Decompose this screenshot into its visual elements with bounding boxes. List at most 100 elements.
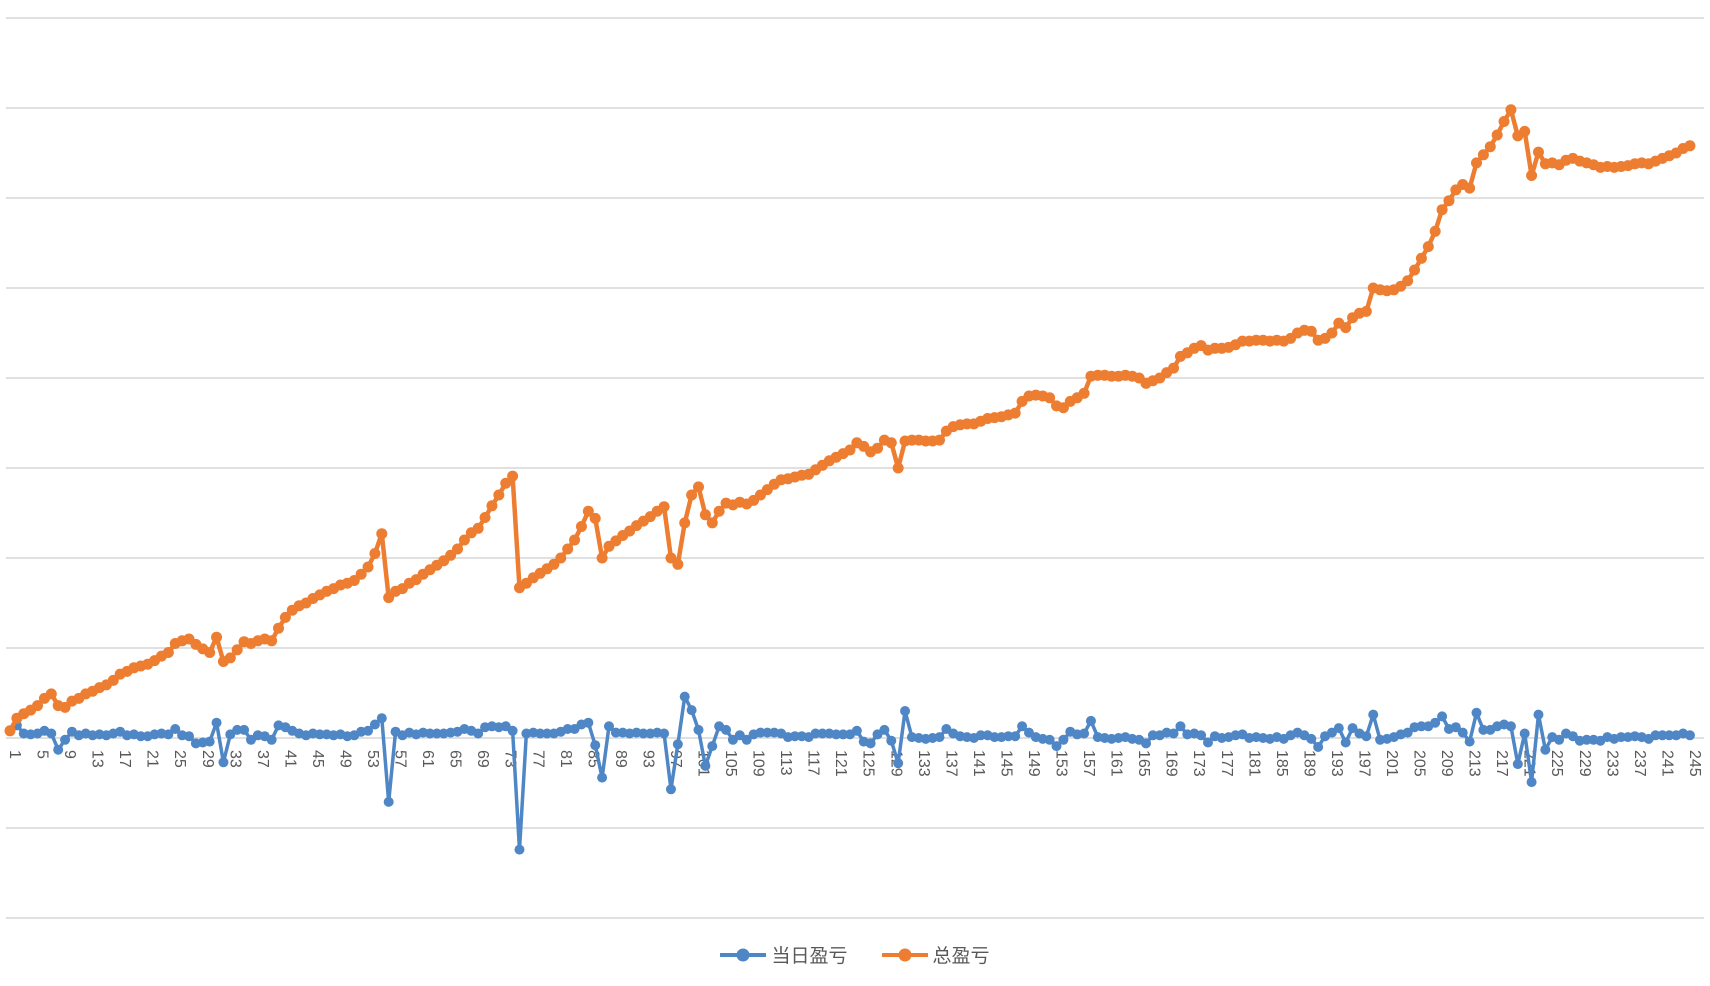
series-daily-marker: [218, 757, 229, 768]
series-total-marker: [1532, 146, 1544, 158]
series-daily-marker: [1196, 730, 1207, 741]
series-daily-marker: [1058, 734, 1069, 745]
series-daily-marker: [975, 730, 986, 741]
series-daily-marker: [507, 725, 518, 736]
x-tick-label: 77: [529, 750, 546, 768]
series-total-marker: [686, 489, 698, 501]
series-total-marker: [1477, 149, 1489, 161]
series-daily-marker: [204, 736, 215, 747]
series-daily-marker: [1202, 737, 1213, 748]
series-total-marker: [1422, 241, 1434, 253]
series-daily-marker: [610, 727, 621, 738]
series-total-marker: [376, 528, 388, 540]
series-total-marker: [1498, 116, 1510, 127]
series-total-marker: [1409, 264, 1421, 276]
series-total-line[interactable]: [4, 104, 1696, 737]
x-tick-label: 61: [419, 750, 436, 768]
series-daily-marker: [810, 728, 821, 739]
series-daily-marker: [1085, 715, 1096, 726]
legend-marker-total-icon: [881, 948, 928, 961]
x-tick-label: 157: [1080, 750, 1097, 777]
series-total-marker: [266, 635, 278, 647]
x-tick-label: 189: [1300, 750, 1317, 777]
series-total-marker: [589, 512, 601, 524]
series-daily-marker: [376, 713, 387, 724]
x-tick-label: 21: [144, 750, 161, 768]
x-tick-label: 149: [1025, 750, 1042, 777]
series-total-marker: [569, 534, 581, 546]
series-daily-marker: [60, 734, 71, 745]
series-daily-marker: [1147, 730, 1158, 741]
series-daily-marker: [1333, 723, 1344, 734]
series-total-marker: [452, 543, 464, 555]
series-daily-marker: [1657, 730, 1668, 741]
series-total-marker: [32, 700, 44, 712]
series-total-marker: [1491, 129, 1503, 141]
series-daily-marker: [239, 724, 250, 735]
series-daily-marker: [1464, 736, 1475, 747]
series-daily-marker: [1526, 777, 1537, 788]
series-daily-marker: [755, 727, 766, 738]
x-tick-label: 13: [89, 750, 106, 768]
series-daily-marker: [583, 717, 594, 728]
series-total-marker: [1305, 325, 1317, 337]
legend-item-total[interactable]: 总盈亏: [881, 941, 990, 968]
x-tick-label: 109: [750, 750, 767, 777]
x-tick-label: 241: [1658, 750, 1675, 777]
series-daily-marker: [686, 705, 697, 716]
series-total-marker: [872, 442, 884, 454]
x-tick-label: 105: [722, 750, 739, 777]
x-tick-label: 225: [1548, 750, 1565, 777]
series-daily-marker: [1017, 721, 1028, 732]
x-tick-label: 89: [612, 750, 629, 768]
x-tick-label: 93: [639, 750, 656, 768]
x-tick-label: 49: [336, 750, 353, 768]
series-daily-marker: [597, 772, 608, 783]
series-daily-marker: [1437, 711, 1448, 722]
series-total-marker: [706, 517, 718, 529]
series-total-marker: [479, 512, 491, 523]
series-daily-marker: [679, 691, 690, 702]
series-daily-line[interactable]: [5, 691, 1695, 855]
series-daily-marker: [721, 724, 732, 735]
series-total-marker: [1360, 305, 1372, 317]
legend-item-daily[interactable]: 当日盈亏: [720, 941, 848, 968]
series-daily-marker: [700, 760, 711, 771]
series-daily-marker: [789, 731, 800, 742]
series-total-marker: [555, 552, 567, 564]
series-daily-marker: [1430, 717, 1441, 728]
series-total-marker: [693, 481, 704, 493]
series-daily-marker: [1684, 730, 1695, 741]
series-total-marker: [279, 611, 291, 623]
series-daily-marker: [1168, 728, 1179, 739]
series-daily-marker: [693, 724, 704, 735]
series-total-marker: [1168, 362, 1180, 374]
x-tick-label: 133: [915, 750, 932, 777]
series-total-marker: [1415, 252, 1427, 264]
series-daily-marker: [266, 734, 277, 745]
series-total-marker: [672, 558, 684, 570]
series-total-marker: [658, 501, 670, 513]
x-tick-label: 69: [474, 750, 491, 768]
x-tick-label: 193: [1328, 750, 1345, 777]
series-total-marker: [4, 725, 16, 737]
series-total-marker: [1471, 157, 1483, 169]
series-daily-marker: [232, 724, 243, 735]
x-tick-label: 245: [1686, 750, 1703, 777]
series-daily-marker: [886, 735, 897, 746]
series-daily-marker: [1044, 734, 1055, 745]
x-tick-label: 29: [199, 750, 216, 768]
series-daily-marker: [514, 844, 525, 855]
series-total-marker: [1078, 387, 1090, 399]
series-total-marker: [224, 652, 236, 664]
series-daily-marker: [1079, 728, 1090, 739]
series-total-marker: [1340, 322, 1352, 334]
series-total-marker: [162, 647, 174, 658]
series-total-marker: [933, 434, 945, 446]
series-daily-marker: [851, 725, 862, 736]
series-total-marker: [1436, 204, 1448, 216]
series-total-marker: [596, 552, 608, 564]
series-total-marker: [1402, 275, 1414, 287]
series-daily-marker: [831, 729, 842, 740]
